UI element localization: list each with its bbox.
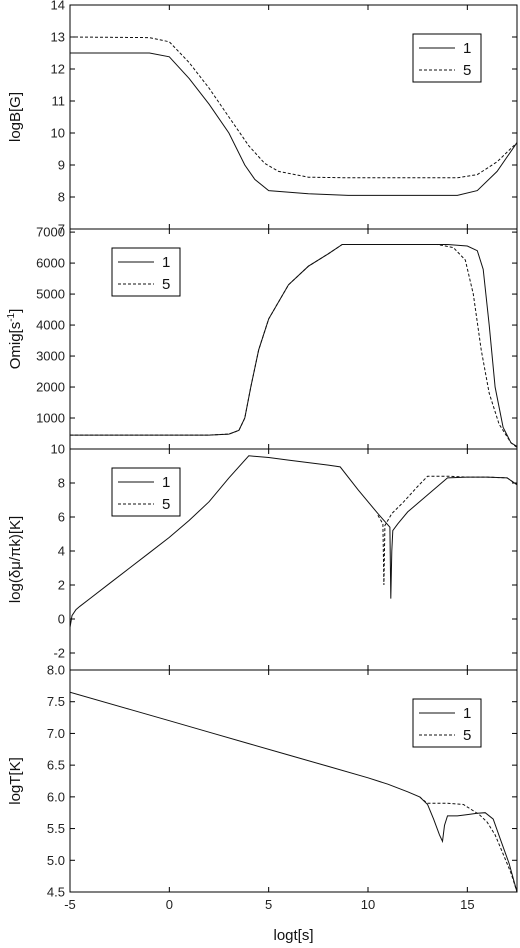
y-tick-label: 12 (51, 62, 65, 77)
panel-4: 4.55.05.56.06.57.07.58.0-5 0 5 10 15logT[K]1… (7, 663, 518, 912)
legend-label: 1 (162, 474, 170, 491)
legend-box (111, 247, 181, 297)
y-tick-label: 7.0 (47, 726, 65, 741)
y-axis-label: logB[G] (7, 92, 24, 142)
y-tick-label: 2 (58, 578, 65, 593)
y-tick-label: 8 (58, 476, 65, 491)
y-tick-label: 8.0 (47, 663, 65, 678)
y-tick-label: 4 (58, 544, 65, 559)
x-tick-label: 15 (460, 897, 474, 912)
legend-box (412, 33, 482, 83)
y-tick-label: 4000 (36, 318, 65, 333)
panel-3: -2 0 2 4 6 8 10 log(δμ/πk)[K] 1 5 (7, 442, 518, 671)
y-tick-label: 5.0 (47, 853, 65, 868)
legend-label: 5 (162, 276, 170, 293)
y-tick-label: -2 (53, 646, 65, 661)
legend-box (412, 698, 482, 748)
series-line-1 (70, 52, 517, 196)
y-axis-label: Omig[s-1] (6, 309, 24, 370)
y-tick-label: 9 (58, 158, 65, 173)
y-tick-label: 7.5 (47, 694, 65, 709)
legend-box (111, 467, 181, 517)
y-tick-label: 1000 (36, 411, 65, 426)
panel-1: 7 8 9 10 11 12 13 14 logB[G] 1 5 (7, 0, 518, 237)
y-tick-label: 7 (58, 222, 65, 237)
x-tick-label: 5 (265, 897, 272, 912)
y-tick-label: 2000 (36, 380, 65, 395)
y-axis-label: log(δμ/πk)[K] (7, 516, 24, 603)
x-axis-label: logt[s] (273, 927, 313, 944)
legend-label: 5 (162, 496, 170, 513)
y-tick-label: 14 (51, 0, 65, 13)
x-tick-label: 10 (361, 897, 375, 912)
legend-label: 1 (162, 254, 170, 271)
series-line-1 (70, 455, 517, 628)
y-tick-label: 6.5 (47, 758, 65, 773)
y-axis-label: logT[K] (7, 757, 24, 805)
plot-frame (69, 669, 518, 893)
y-tick-label: 13 (51, 30, 65, 45)
series-line-5 (70, 36, 517, 179)
y-tick-label: 4.5 (47, 885, 65, 900)
panel-2: 1000 2000 3000 4000 5000 6000 7000 Omig[s-1] 1 5 (6, 225, 518, 450)
y-tick-label: 5.5 (47, 821, 65, 836)
y-tick-label: 5000 (36, 287, 65, 302)
series-line-1 (70, 691, 517, 892)
series-line-5 (377, 475, 517, 586)
y-tick-label: 10 (51, 442, 65, 457)
y-tick-label: 6000 (36, 256, 65, 271)
y-tick-label: 11 (52, 94, 66, 109)
series-line-5 (70, 244, 517, 448)
y-tick-label: 7000 (36, 225, 65, 240)
x-tick-label: 0 (166, 897, 173, 912)
y-tick-label: 3000 (36, 349, 65, 364)
legend-label: 5 (463, 62, 471, 79)
legend-label: 1 (463, 40, 471, 57)
y-tick-label: 8 (58, 190, 65, 205)
legend-label: 1 (463, 705, 471, 722)
series-line-5 (419, 796, 517, 892)
y-tick-label: 6 (58, 510, 65, 525)
y-tick-label: 10 (51, 126, 65, 141)
legend-label: 5 (463, 727, 471, 744)
y-tick-label: 0 (58, 612, 65, 627)
x-tick-label: -5 (64, 897, 76, 912)
y-tick-label: 6.0 (47, 789, 65, 804)
